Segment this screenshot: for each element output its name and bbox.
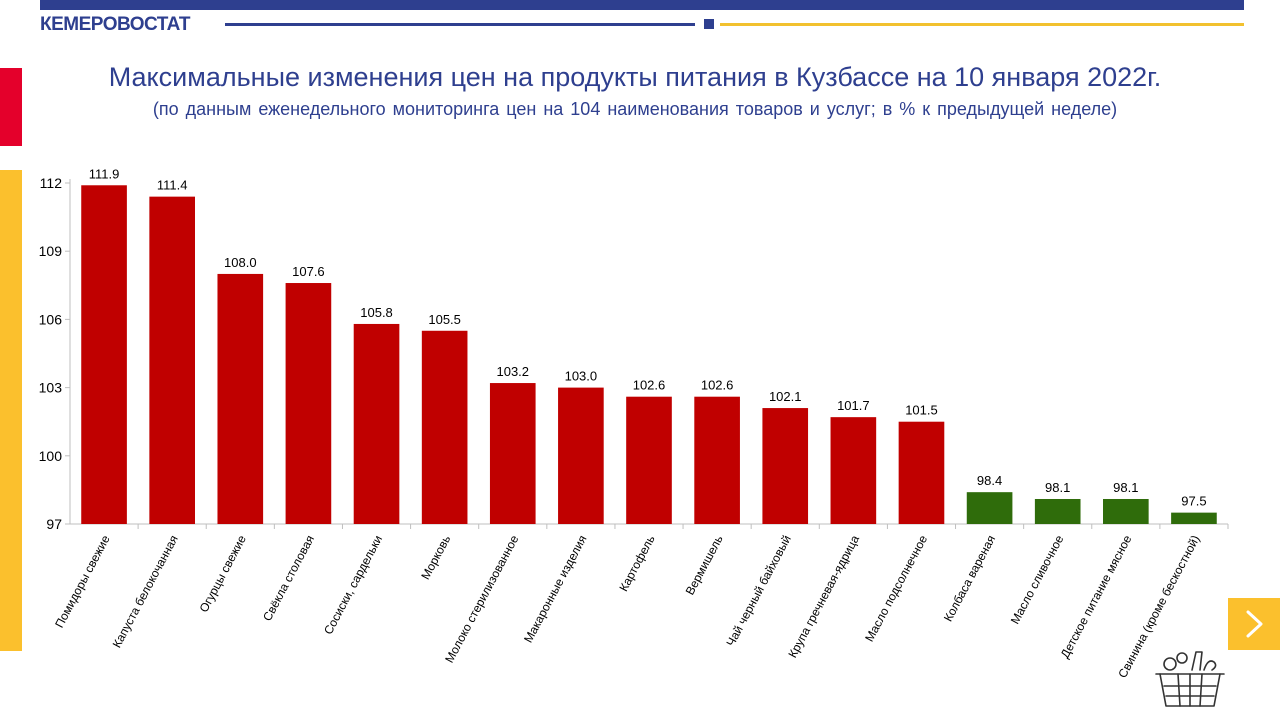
category-label: Крупа гречневая-ядрица <box>785 533 862 661</box>
bar <box>830 417 877 524</box>
category-label: Детское питание мясное <box>1058 533 1135 661</box>
bar <box>1171 512 1217 524</box>
page-title: Максимальные изменения цен на продукты п… <box>108 62 1162 92</box>
data-label: 98.4 <box>977 473 1002 488</box>
data-label: 108.0 <box>224 255 257 270</box>
page-subtitle: (по данным еженедельного мониторинга цен… <box>152 99 1118 119</box>
y-tick-label: 97 <box>46 516 62 532</box>
category-label: Макаронные изделия <box>521 533 590 645</box>
data-label: 107.6 <box>292 264 325 279</box>
bar <box>898 421 945 524</box>
data-label: 101.5 <box>905 403 938 418</box>
bar <box>285 283 332 524</box>
data-label: 102.1 <box>769 389 802 404</box>
data-label: 103.2 <box>496 364 529 379</box>
bar <box>421 330 468 524</box>
bar <box>217 273 264 524</box>
bar <box>149 196 195 524</box>
category-label: Сосиски, сардельки <box>321 533 385 637</box>
y-tick-label: 106 <box>39 311 63 327</box>
bar <box>762 408 809 524</box>
top-bar <box>40 0 1244 10</box>
bar <box>1103 498 1149 524</box>
category-label: Вермишель <box>683 533 726 597</box>
header-rule-yellow <box>720 23 1244 26</box>
y-tick-label: 109 <box>39 243 63 259</box>
category-label: Масло сливочное <box>1008 533 1067 627</box>
data-label: 102.6 <box>701 378 734 393</box>
header-rule-square <box>704 19 714 29</box>
bar <box>353 323 400 524</box>
brand-logo-text: КЕМЕРОВОСТАТ <box>40 14 191 35</box>
chevron-right-icon <box>1246 610 1263 638</box>
bar <box>966 492 1013 524</box>
side-accent-yellow <box>0 170 22 651</box>
next-slide-button[interactable] <box>1228 598 1280 650</box>
category-label: Огурцы свежие <box>197 533 250 615</box>
category-label: Свёкла столовая <box>260 533 317 624</box>
side-accent-red <box>0 68 22 146</box>
data-label: 98.1 <box>1113 480 1138 495</box>
category-label: Капуста белокочанная <box>110 533 181 650</box>
food-basket-icon <box>1155 651 1225 707</box>
bar <box>694 396 740 524</box>
data-label: 103.0 <box>565 369 598 384</box>
category-label: Масло подсолнечное <box>862 533 930 645</box>
bar <box>1034 498 1081 524</box>
y-tick-label: 103 <box>39 380 63 396</box>
bar <box>626 396 672 524</box>
category-label: Помидоры свежие <box>52 533 113 631</box>
data-label: 111.4 <box>157 178 188 193</box>
data-label: 102.6 <box>633 378 666 393</box>
data-label: 105.5 <box>428 312 461 327</box>
category-label: Картофель <box>616 533 657 594</box>
bar <box>489 383 536 524</box>
bar <box>558 387 604 524</box>
data-label: 98.1 <box>1045 480 1070 495</box>
category-label: Чай черный байховый <box>723 533 793 649</box>
category-label: Колбаса вареная <box>941 533 998 624</box>
y-tick-label: 112 <box>40 175 63 191</box>
category-label: Морковь <box>418 533 453 582</box>
data-label: 105.8 <box>360 305 393 320</box>
data-label: 97.5 <box>1181 494 1206 509</box>
bar <box>81 185 127 525</box>
data-label: 111.9 <box>89 166 120 181</box>
y-tick-label: 100 <box>39 448 63 464</box>
header-rule-blue <box>225 23 695 26</box>
category-label: Молоко стерилизованное <box>442 533 521 666</box>
data-label: 101.7 <box>837 398 870 413</box>
